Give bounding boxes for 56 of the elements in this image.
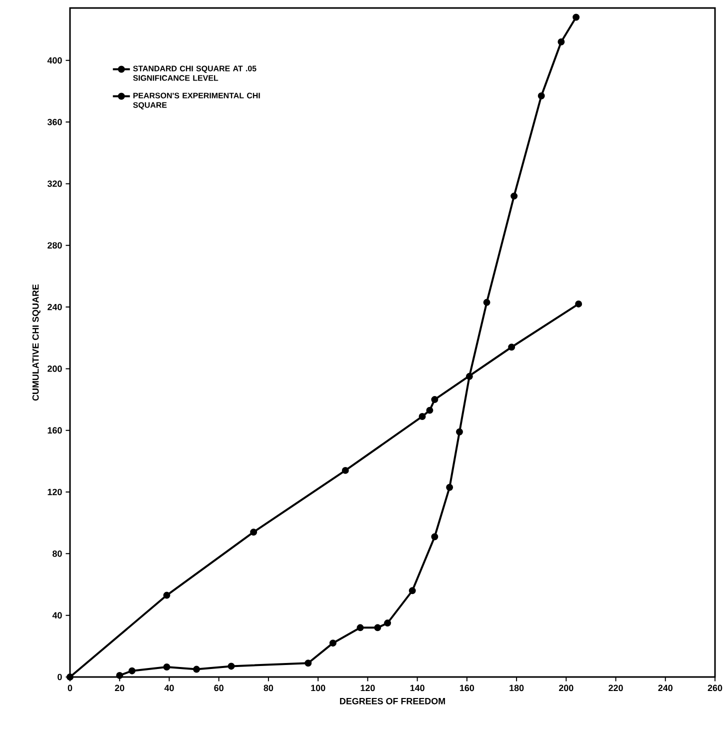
x-tick-label: 240 xyxy=(658,684,673,692)
point xyxy=(356,624,364,632)
point xyxy=(508,344,516,351)
point xyxy=(418,412,426,420)
point xyxy=(572,14,580,21)
point xyxy=(426,406,434,414)
x-axis-title: DEGREES OF FREEDOM xyxy=(340,698,445,704)
point xyxy=(193,666,200,673)
y-tick-label: 240 xyxy=(48,304,62,310)
point xyxy=(374,624,382,632)
point xyxy=(456,428,463,436)
y-tick-label: 0 xyxy=(58,674,62,680)
point xyxy=(538,92,545,100)
x-tick-label: 180 xyxy=(510,684,524,692)
y-tick-label: 320 xyxy=(47,180,62,187)
point xyxy=(128,667,136,674)
y-tick-label: 120 xyxy=(48,488,62,496)
y-tick-label: 360 xyxy=(47,118,62,126)
point xyxy=(250,528,258,536)
x-tick-label: 120 xyxy=(360,684,375,692)
point xyxy=(510,192,518,200)
x-tick-label: 200 xyxy=(558,684,574,692)
point xyxy=(304,660,312,667)
point xyxy=(228,662,235,670)
y-tick-label: 160 xyxy=(48,427,62,434)
point xyxy=(66,674,74,680)
point xyxy=(384,620,392,627)
y-axis-title: CUMULATIVE CHI SQUARE xyxy=(32,284,40,401)
point xyxy=(116,672,124,679)
y-tick-label: 280 xyxy=(48,242,62,249)
point xyxy=(446,484,454,491)
point xyxy=(408,587,416,594)
y-tick-label: 40 xyxy=(52,612,62,619)
point xyxy=(431,533,438,540)
point xyxy=(163,592,170,599)
x-tick-label: 220 xyxy=(608,684,623,692)
x-tick-label: 260 xyxy=(708,684,722,692)
x-tick-label: 160 xyxy=(460,684,474,692)
point xyxy=(342,466,349,474)
x-tick-label: 20 xyxy=(114,684,124,692)
point xyxy=(575,300,582,308)
point xyxy=(431,396,438,404)
point xyxy=(558,38,565,46)
point xyxy=(329,640,336,647)
point xyxy=(163,663,170,670)
point xyxy=(466,372,473,380)
y-tick-label: 200 xyxy=(48,366,62,372)
x-tick-label: 60 xyxy=(214,684,224,692)
x-tick-label: 100 xyxy=(311,684,326,692)
y-tick-label: 400 xyxy=(47,57,62,64)
x-tick-label: 140 xyxy=(410,684,424,692)
point xyxy=(483,298,490,306)
y-tick-label: 80 xyxy=(52,550,62,557)
x-tick-label: 0 xyxy=(68,684,72,692)
x-tick-label: 40 xyxy=(164,684,174,692)
x-tick-label: 80 xyxy=(264,684,274,692)
